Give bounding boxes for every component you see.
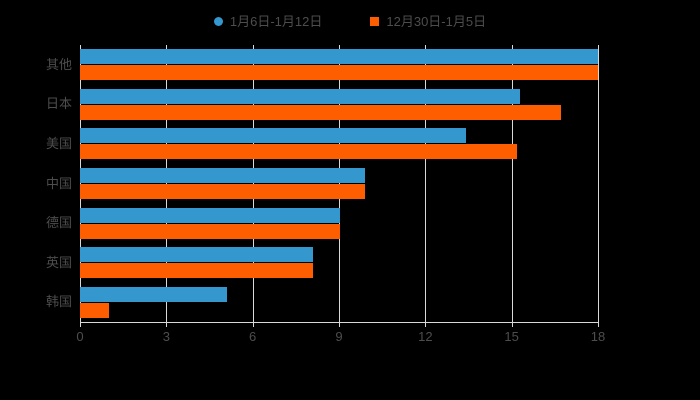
y-axis-tick-label: 日本	[45, 96, 72, 112]
x-axis-tick-mark	[511, 322, 513, 327]
gridline-x-12	[425, 45, 427, 322]
gridline-x-15	[511, 45, 513, 322]
bar[interactable]	[80, 167, 365, 183]
bar[interactable]	[80, 104, 561, 120]
bar[interactable]	[80, 144, 518, 160]
bar-group	[80, 45, 598, 85]
y-axis-tick-label: 韩国	[45, 294, 72, 310]
bar-group	[80, 203, 598, 243]
x-axis-tick-label: 9	[335, 329, 343, 344]
bar[interactable]	[80, 49, 598, 65]
bar[interactable]	[80, 207, 341, 223]
x-axis-tick-label: 15	[504, 329, 519, 344]
x-axis-tick-label: 6	[249, 329, 257, 344]
bar[interactable]	[80, 247, 314, 263]
x-axis-tick-label: 3	[162, 329, 170, 344]
bar-group	[80, 124, 598, 164]
square-marker-icon	[370, 16, 380, 26]
x-axis-tick-mark	[80, 322, 81, 327]
bar[interactable]	[80, 302, 109, 318]
y-axis-tick-label: 中国	[45, 175, 72, 191]
bar-group	[80, 282, 598, 322]
x-axis-tick-mark	[598, 322, 599, 327]
y-axis: 其他日本美国中国德国英国韩国	[0, 45, 72, 322]
x-axis-tick-mark	[252, 322, 254, 327]
gridline-x-18	[598, 45, 599, 322]
x-axis: 0 3 6 9 12 15 18	[0, 330, 700, 350]
y-axis-tick-label: 其他	[45, 56, 72, 72]
legend-label-series-0: 1月6日-1月12日	[229, 13, 323, 29]
bar-group	[80, 85, 598, 125]
gridline-x-3	[166, 45, 168, 322]
x-axis-tick-label: 0	[76, 329, 84, 344]
x-axis-tick-label: 18	[590, 329, 606, 344]
gridline-x-9	[339, 45, 340, 322]
bar[interactable]	[80, 223, 341, 239]
bar[interactable]	[80, 286, 227, 302]
chart-legend: 1月6日-1月12日 12月30日-1月5日	[0, 10, 700, 32]
legend-item-series-0[interactable]: 1月6日-1月12日	[213, 13, 323, 29]
bar[interactable]	[80, 128, 466, 144]
y-axis-tick-label: 美国	[45, 135, 72, 151]
gridline-x-6	[252, 45, 254, 322]
x-axis-tick-mark	[425, 322, 427, 327]
bar-group	[80, 164, 598, 204]
plot-area	[80, 45, 599, 322]
y-axis-tick-label: 德国	[45, 215, 72, 231]
legend-item-series-1[interactable]: 12月30日-1月5日	[370, 15, 486, 28]
bar[interactable]	[80, 263, 314, 279]
x-axis-tick-mark	[166, 322, 168, 327]
gridline-x-0	[80, 45, 81, 322]
x-axis-tick-mark	[339, 322, 340, 327]
bar[interactable]	[80, 183, 365, 199]
y-axis-tick-label: 英国	[45, 254, 72, 270]
bar[interactable]	[80, 65, 598, 81]
bar[interactable]	[80, 88, 521, 104]
bar-group	[80, 243, 598, 283]
circle-marker-icon	[213, 16, 223, 26]
legend-label-series-1: 12月30日-1月5日	[386, 13, 487, 29]
x-axis-tick-label: 12	[418, 329, 433, 344]
